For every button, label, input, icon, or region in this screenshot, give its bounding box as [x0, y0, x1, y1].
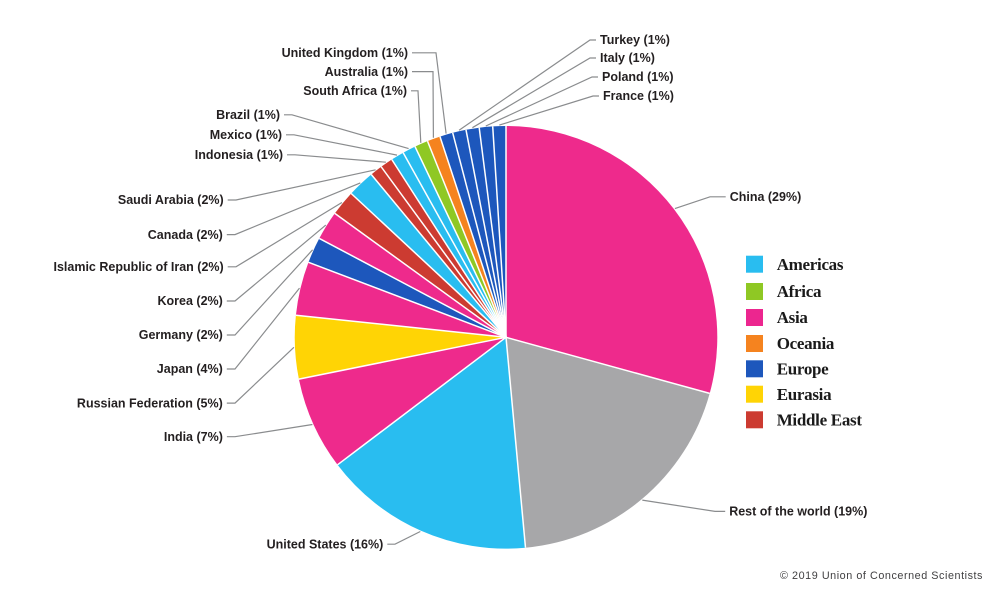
svg-text:France (1%): France (1%): [603, 89, 674, 103]
svg-text:Italy (1%): Italy (1%): [600, 51, 655, 65]
svg-text:United States (16%): United States (16%): [267, 537, 384, 551]
svg-text:Europe: Europe: [777, 359, 829, 378]
svg-text:Asia: Asia: [777, 308, 809, 327]
svg-text:United Kingdom (1%): United Kingdom (1%): [282, 46, 408, 60]
svg-text:Turkey (1%): Turkey (1%): [600, 33, 670, 47]
svg-text:Islamic Republic of Iran (2%): Islamic Republic of Iran (2%): [54, 260, 224, 274]
svg-text:South Africa (1%): South Africa (1%): [303, 84, 407, 98]
svg-text:Japan (4%): Japan (4%): [157, 362, 223, 376]
svg-text:India (7%): India (7%): [164, 430, 223, 444]
svg-text:Middle East: Middle East: [777, 410, 863, 429]
svg-text:© 2019 Union of Concerned Scie: © 2019 Union of Concerned Scientists: [780, 570, 983, 582]
svg-text:Canada (2%): Canada (2%): [148, 228, 223, 242]
svg-text:Indonesia (1%): Indonesia (1%): [195, 148, 283, 162]
svg-text:Germany (2%): Germany (2%): [139, 328, 223, 342]
svg-text:Australia (1%): Australia (1%): [325, 65, 408, 79]
svg-text:Korea (2%): Korea (2%): [158, 294, 223, 308]
svg-text:Poland (1%): Poland (1%): [602, 70, 674, 84]
svg-text:Africa: Africa: [777, 282, 822, 301]
svg-text:Americas: Americas: [777, 255, 844, 274]
svg-text:Russian Federation (5%): Russian Federation (5%): [77, 396, 223, 410]
svg-text:Saudi Arabia (2%): Saudi Arabia (2%): [118, 193, 224, 207]
svg-text:Brazil (1%): Brazil (1%): [216, 108, 280, 122]
svg-text:Eurasia: Eurasia: [777, 385, 832, 404]
svg-text:Mexico (1%): Mexico (1%): [210, 128, 282, 142]
svg-text:China (29%): China (29%): [730, 190, 802, 204]
svg-text:Oceania: Oceania: [777, 334, 835, 353]
svg-text:Rest of the world (19%): Rest of the world (19%): [729, 505, 867, 519]
